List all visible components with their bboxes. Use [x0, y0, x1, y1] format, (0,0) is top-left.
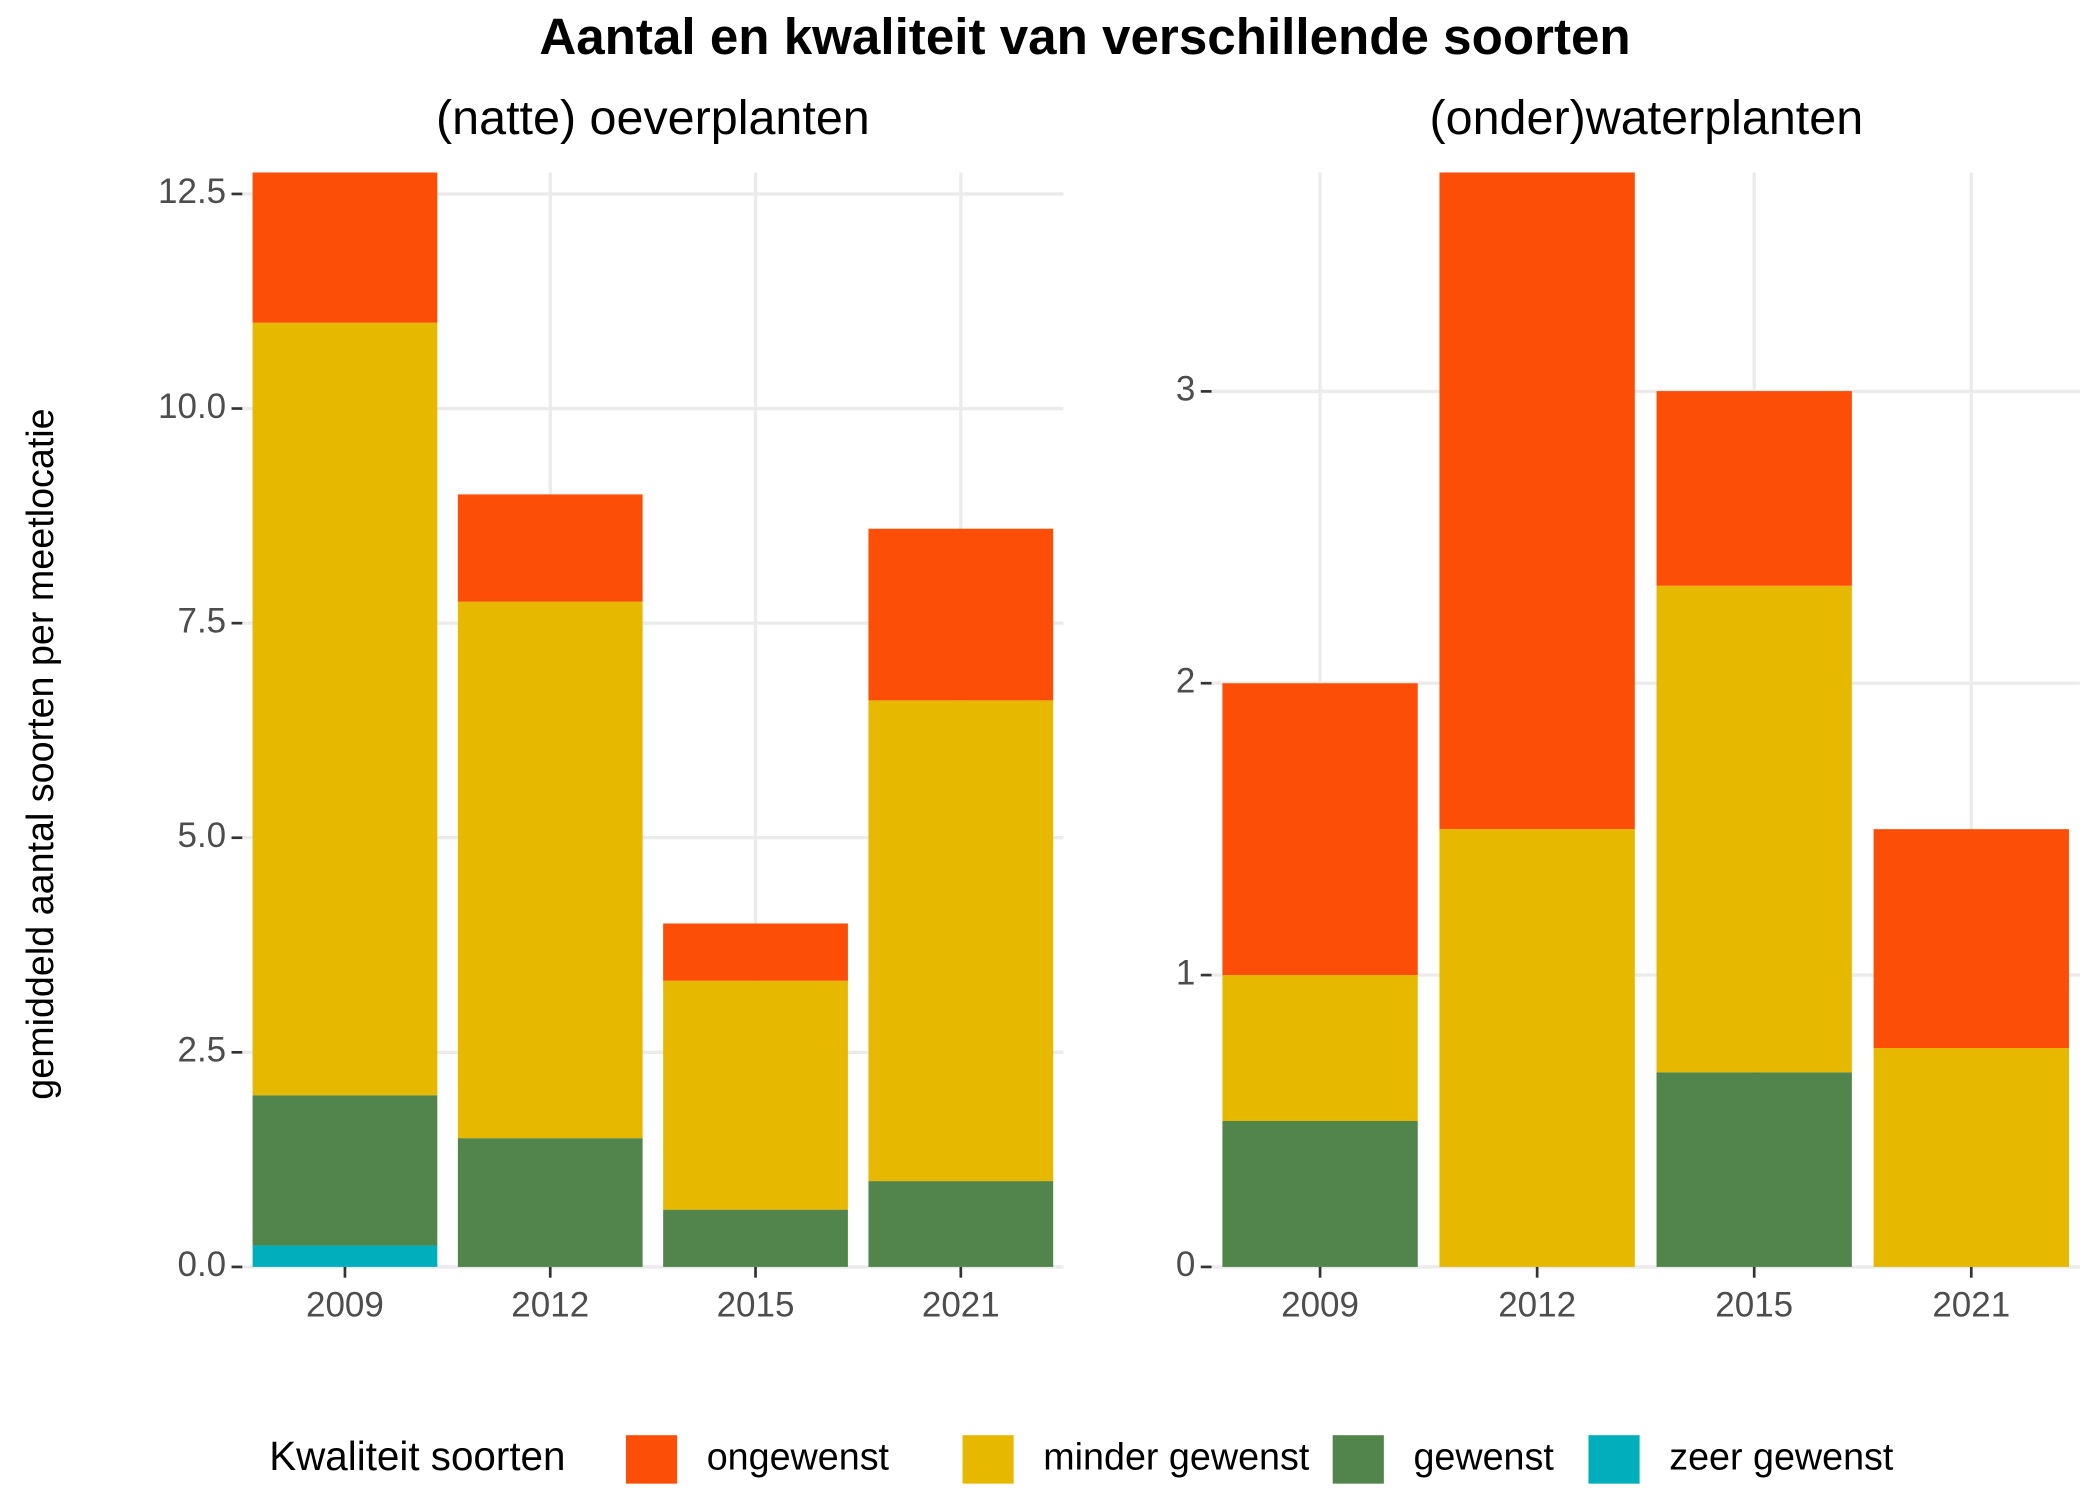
bar-segment	[868, 528, 1054, 701]
bar-segment	[868, 1181, 1054, 1267]
bar-segment	[252, 172, 438, 323]
y-tick-label: 7.5	[177, 601, 226, 640]
bar-segment	[1439, 829, 1635, 1267]
bar-segment	[1873, 829, 2069, 1049]
y-tick-label: 10.0	[158, 387, 226, 426]
x-tick-label: 2009	[306, 1286, 384, 1325]
bar-segment	[1656, 585, 1852, 1073]
bar-segment	[868, 700, 1054, 1182]
bar-segment	[252, 1095, 438, 1246]
legend-swatch	[962, 1435, 1014, 1484]
bar-segment	[457, 494, 643, 602]
x-tick-label: 2015	[717, 1286, 795, 1325]
bar-segment	[1222, 1121, 1418, 1267]
bar-segment	[252, 1245, 438, 1267]
panel-subtitle: (natte) oeverplanten	[436, 91, 870, 145]
x-tick-label: 2012	[1498, 1286, 1576, 1325]
bar-segment	[1222, 975, 1418, 1121]
y-tick-label: 0.0	[177, 1245, 226, 1284]
legend-swatch	[1332, 1435, 1384, 1484]
y-tick-label: 2	[1176, 661, 1195, 700]
legend-label: zeer gewenst	[1669, 1435, 1894, 1477]
legend-label: ongewenst	[707, 1435, 890, 1477]
y-tick-label: 1	[1176, 953, 1195, 992]
y-tick-label: 3	[1176, 370, 1195, 409]
bar-segment	[1656, 391, 1852, 586]
legend-label: gewenst	[1413, 1435, 1554, 1477]
bar-segment	[663, 923, 848, 981]
x-tick-label: 2012	[511, 1286, 589, 1325]
y-tick-label: 12.5	[158, 172, 226, 211]
bar-segment	[663, 1209, 848, 1267]
y-tick-label: 5.0	[177, 816, 226, 855]
bar-segment	[457, 1138, 643, 1267]
panel-subtitle: (onder)waterplanten	[1430, 91, 1864, 145]
bar-segment	[663, 980, 848, 1210]
x-tick-label: 2021	[922, 1286, 1000, 1325]
x-tick-label: 2009	[1281, 1286, 1359, 1325]
y-tick-label: 2.5	[177, 1031, 226, 1070]
bar-segment	[1439, 172, 1635, 830]
bar-segment	[252, 322, 438, 1096]
legend-swatch	[1588, 1435, 1640, 1484]
chart-title: Aantal en kwaliteit van verschillende so…	[539, 8, 1630, 65]
bar-segment	[1222, 683, 1418, 976]
bar-segment	[1656, 1072, 1852, 1267]
x-tick-label: 2021	[1932, 1286, 2010, 1325]
bar-segment	[457, 601, 643, 1139]
bar-segment	[1873, 1048, 2069, 1267]
x-tick-label: 2015	[1715, 1286, 1793, 1325]
legend-title: Kwaliteit soorten	[269, 1433, 565, 1479]
legend-label: minder gewenst	[1043, 1435, 1310, 1477]
y-tick-label: 0	[1176, 1245, 1195, 1284]
y-axis-label: gemiddeld aantal soorten per meetlocatie	[19, 408, 61, 1099]
legend-swatch	[625, 1435, 678, 1484]
